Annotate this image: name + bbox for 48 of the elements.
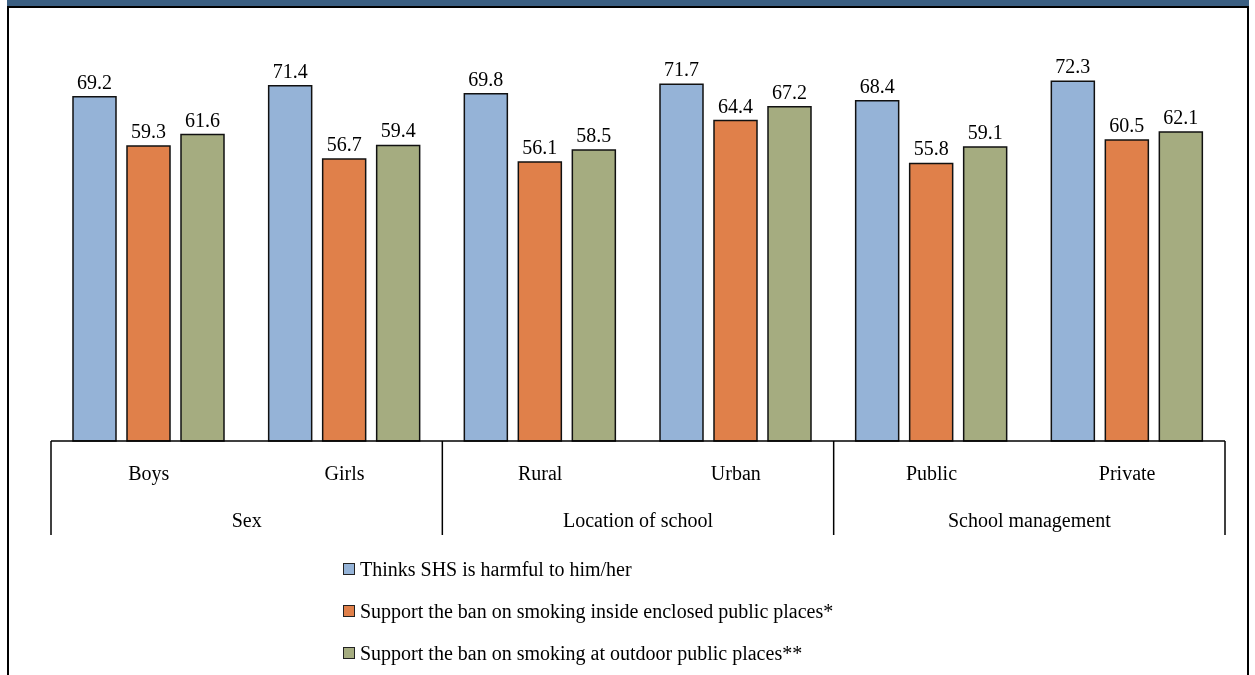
x-tick-label: Rural xyxy=(517,462,563,484)
bar xyxy=(517,161,563,442)
legend-label: Support the ban on smoking inside enclosed public places* xyxy=(360,599,834,623)
bar xyxy=(321,158,367,442)
bar xyxy=(463,93,509,442)
bar xyxy=(571,149,617,442)
bar xyxy=(713,119,758,442)
bar xyxy=(1158,131,1204,442)
bar xyxy=(854,99,900,442)
data-label: 59.3 xyxy=(131,119,166,142)
bar xyxy=(962,146,1008,442)
x-tick-label: Private xyxy=(1098,462,1156,484)
data-label: 64.4 xyxy=(718,94,753,117)
data-label: 71.7 xyxy=(664,58,699,81)
data-label: 62.1 xyxy=(1163,106,1199,129)
bar xyxy=(180,133,225,442)
x-tick-label: Public xyxy=(905,462,958,484)
x-tick-label: Boys xyxy=(128,462,170,485)
data-label: 58.5 xyxy=(576,123,612,146)
bar xyxy=(375,144,421,442)
data-label: 68.4 xyxy=(859,74,895,97)
x-tick-label: Urban xyxy=(710,462,761,484)
bar xyxy=(1104,139,1150,442)
data-label: 56.1 xyxy=(522,135,558,158)
data-label: 69.2 xyxy=(77,70,112,93)
bar xyxy=(126,145,171,442)
data-label: 67.2 xyxy=(772,80,807,103)
bar xyxy=(267,85,313,442)
legend-label: Thinks SHS is harmful to him/her xyxy=(360,557,632,581)
text: Location of school xyxy=(563,509,714,531)
data-label: 72.3 xyxy=(1055,55,1091,78)
data-label: 59.4 xyxy=(380,119,416,142)
x-tick-label: Girls xyxy=(324,462,365,484)
text: Sex xyxy=(231,509,262,531)
data-label: 60.5 xyxy=(1109,114,1145,137)
data-label: 59.1 xyxy=(967,120,1003,143)
bar xyxy=(659,83,704,442)
text: School management xyxy=(947,509,1112,532)
legend-label: Support the ban on smoking at outdoor public places** xyxy=(360,641,803,665)
data-label: 61.6 xyxy=(185,108,220,131)
bar xyxy=(72,95,117,442)
data-label: 55.8 xyxy=(913,137,949,160)
data-label: 69.8 xyxy=(468,67,504,90)
bar xyxy=(767,105,812,442)
data-label: 71.4 xyxy=(272,59,308,82)
bar xyxy=(1050,80,1096,442)
bar xyxy=(908,162,954,442)
data-label: 56.7 xyxy=(326,132,362,155)
